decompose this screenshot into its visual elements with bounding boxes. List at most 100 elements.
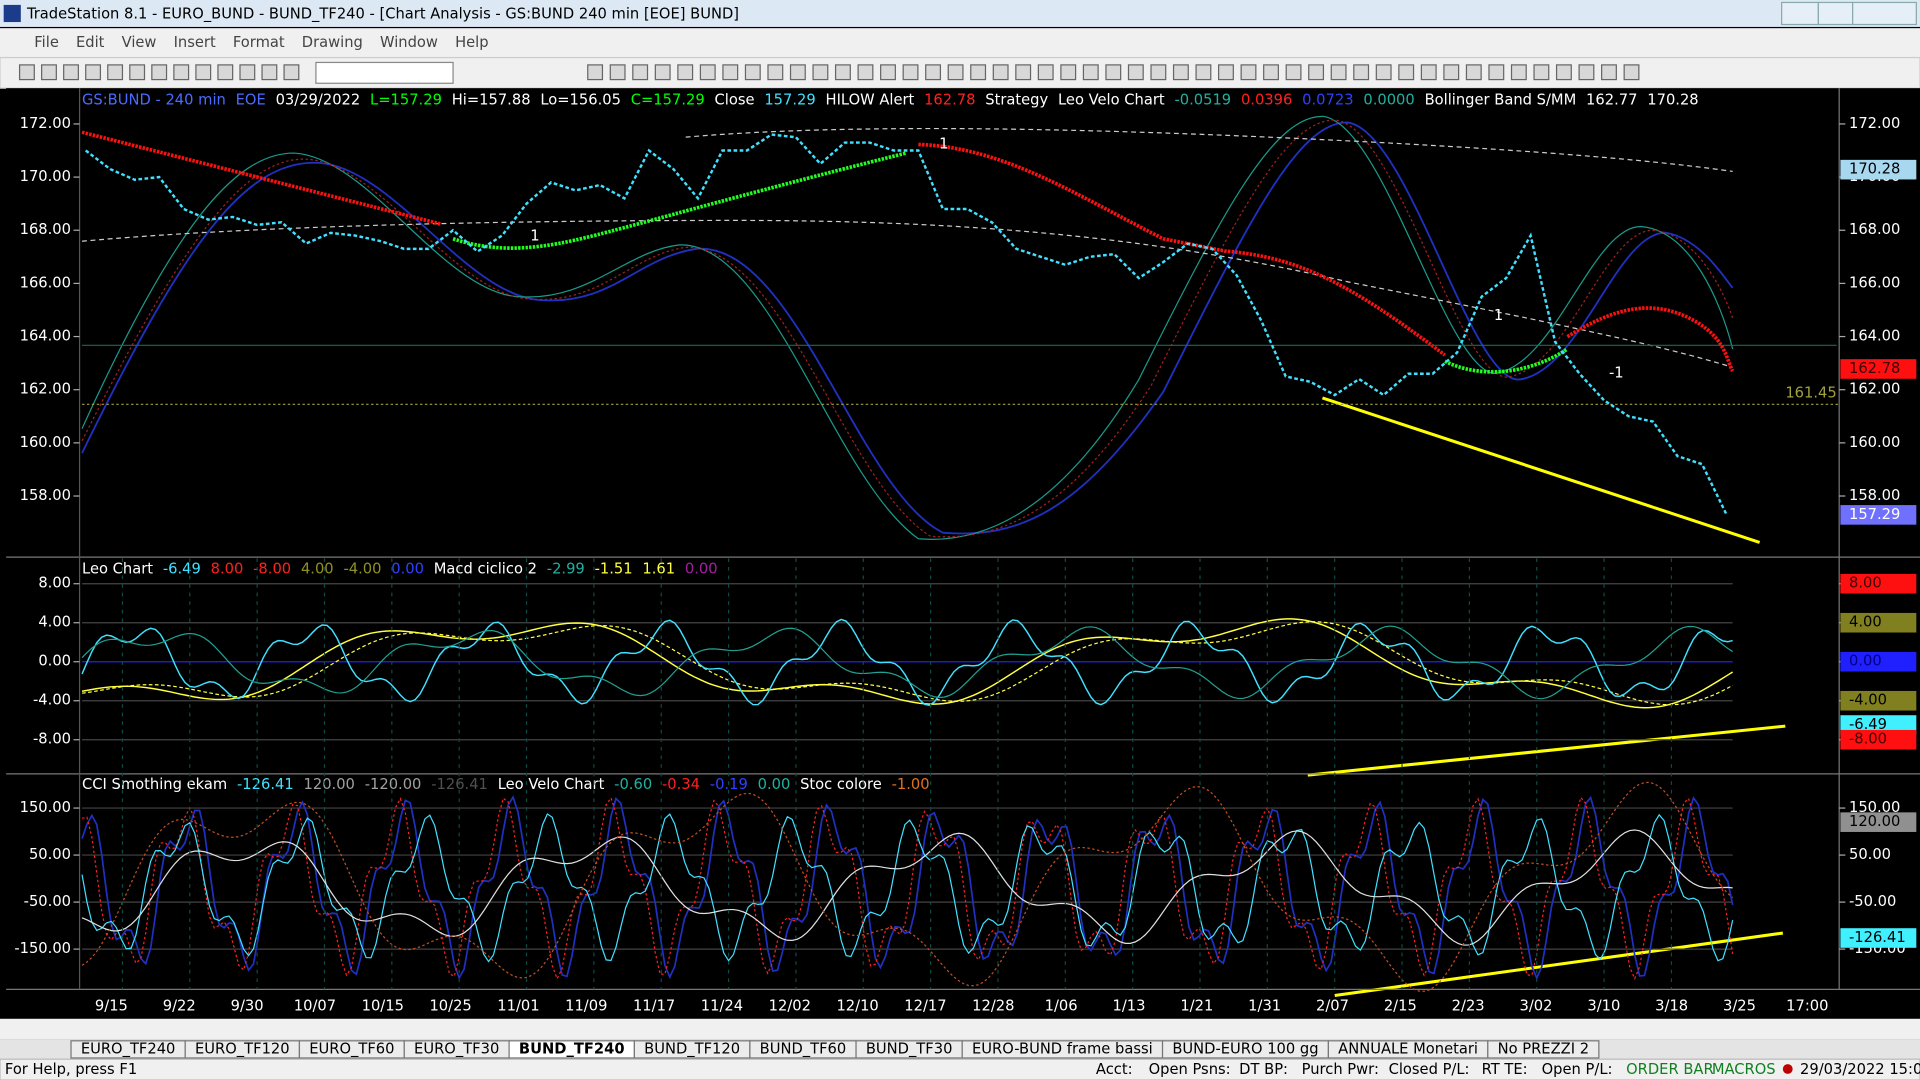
toolbar-icon[interactable] bbox=[632, 64, 649, 81]
panel-header: 0.00 bbox=[391, 560, 424, 577]
toolbar-icon[interactable] bbox=[283, 64, 300, 81]
toolbar-icon[interactable] bbox=[1285, 64, 1302, 81]
toolbar-icon[interactable] bbox=[173, 64, 190, 81]
toolbar-icon[interactable] bbox=[699, 64, 716, 81]
toolbar-icon[interactable] bbox=[1127, 64, 1144, 81]
y-tick-label: 150.00 bbox=[20, 799, 71, 816]
tab-label[interactable]: EURO_TF240 bbox=[81, 1040, 176, 1057]
toolbar-icon[interactable] bbox=[1082, 64, 1099, 81]
toolbar-icon[interactable] bbox=[587, 64, 604, 81]
toolbar-icon[interactable] bbox=[1510, 64, 1527, 81]
tab-label[interactable]: EURO_TF120 bbox=[195, 1040, 290, 1057]
trend-line[interactable] bbox=[1334, 931, 1784, 998]
toolbar-icon[interactable] bbox=[1623, 64, 1640, 81]
toolbar-icon[interactable] bbox=[654, 64, 671, 81]
toolbar-icon[interactable] bbox=[107, 64, 124, 81]
toolbar-icon[interactable] bbox=[767, 64, 784, 81]
toolbar-icon[interactable] bbox=[261, 64, 278, 81]
tab[interactable] bbox=[1487, 1040, 1600, 1059]
tab-label[interactable]: EURO-BUND frame bassi bbox=[972, 1040, 1153, 1057]
tab-label[interactable]: BUND_TF60 bbox=[760, 1040, 847, 1057]
toolbar-icon[interactable] bbox=[85, 64, 102, 81]
toolbar-icon[interactable] bbox=[1443, 64, 1460, 81]
menu-item[interactable]: Format bbox=[233, 34, 285, 51]
tab-label[interactable]: EURO_TF30 bbox=[414, 1040, 499, 1057]
toolbar-icon[interactable] bbox=[1060, 64, 1077, 81]
toolbar-icon[interactable] bbox=[812, 64, 829, 81]
toolbar-icon[interactable] bbox=[857, 64, 874, 81]
toolbar-icon[interactable] bbox=[1353, 64, 1370, 81]
trend-line[interactable] bbox=[1307, 724, 1786, 777]
toolbar-icon[interactable] bbox=[1218, 64, 1234, 81]
tab-label[interactable]: BUND_TF120 bbox=[644, 1040, 740, 1057]
tab-label[interactable]: EURO_TF60 bbox=[309, 1040, 394, 1057]
toolbar-icon[interactable] bbox=[1263, 64, 1279, 81]
toolbar-icon[interactable] bbox=[1375, 64, 1392, 81]
maximize-button[interactable] bbox=[1817, 1, 1854, 26]
toolbar-icon[interactable] bbox=[239, 64, 256, 81]
toolbar-icon[interactable] bbox=[1578, 64, 1595, 81]
toolbar-icon[interactable] bbox=[1488, 64, 1505, 81]
tab-label[interactable]: BUND-EURO 100 gg bbox=[1172, 1040, 1318, 1057]
toolbar-icon[interactable] bbox=[992, 64, 1009, 81]
toolbar-icon[interactable] bbox=[1172, 64, 1189, 81]
toolbar-icon[interactable] bbox=[1330, 64, 1347, 81]
toolbar-icon[interactable] bbox=[925, 64, 942, 81]
toolbar-icon[interactable] bbox=[722, 64, 739, 81]
toolbar-icon[interactable] bbox=[609, 64, 626, 81]
toolbar-icon[interactable] bbox=[1240, 64, 1257, 81]
panel-header: 120.00 bbox=[304, 776, 355, 793]
tab-label[interactable]: ANNUALE Monetari bbox=[1338, 1040, 1478, 1057]
menu-item[interactable]: Help bbox=[455, 34, 488, 51]
window-title: TradeStation 8.1 - EURO_BUND - BUND_TF24… bbox=[26, 6, 739, 23]
menu-item[interactable]: File bbox=[34, 34, 59, 51]
tab-label[interactable]: No PREZZI 2 bbox=[1498, 1040, 1589, 1057]
toolbar-icon[interactable] bbox=[1037, 64, 1054, 81]
toolbar-icon[interactable] bbox=[902, 64, 919, 81]
y-tick-label: 0.00 bbox=[38, 653, 71, 670]
menu-item[interactable]: View bbox=[122, 34, 157, 51]
toolbar-icon[interactable] bbox=[18, 64, 35, 81]
toolbar-icon[interactable] bbox=[789, 64, 806, 81]
menu-item[interactable]: Window bbox=[380, 34, 438, 51]
toolbar-icon[interactable] bbox=[1533, 64, 1550, 81]
toolbar-icon[interactable] bbox=[1015, 64, 1032, 81]
toolbar-icon[interactable] bbox=[1465, 64, 1482, 81]
trend-line[interactable] bbox=[1321, 396, 1761, 544]
toolbar-icon[interactable] bbox=[1308, 64, 1325, 81]
toolbar-icon[interactable] bbox=[1601, 64, 1617, 81]
toolbar-icon[interactable] bbox=[744, 64, 761, 81]
toolbar-icon[interactable] bbox=[1195, 64, 1212, 81]
menu-item[interactable]: Edit bbox=[76, 34, 105, 51]
toolbar-icon[interactable] bbox=[970, 64, 987, 81]
menu-item[interactable]: Drawing bbox=[302, 34, 363, 51]
y-tick-label: 162.00 bbox=[20, 381, 71, 398]
scrollbar[interactable] bbox=[0, 1018, 1920, 1040]
symbol-box[interactable] bbox=[315, 61, 454, 84]
signal-label: 1 bbox=[530, 227, 539, 244]
close-button[interactable] bbox=[1852, 1, 1917, 26]
toolbar-icon[interactable] bbox=[880, 64, 896, 81]
x-tick-label: 9/15 bbox=[95, 998, 128, 1015]
toolbar-icon[interactable] bbox=[947, 64, 964, 81]
menu-item[interactable]: Insert bbox=[174, 34, 216, 51]
toolbar-icon[interactable] bbox=[1105, 64, 1122, 81]
toolbar-icon[interactable] bbox=[151, 64, 168, 81]
toolbar-icon[interactable] bbox=[834, 64, 851, 81]
toolbar-icon[interactable] bbox=[1150, 64, 1167, 81]
toolbar-icon[interactable] bbox=[129, 64, 146, 81]
toolbar-icon[interactable] bbox=[1398, 64, 1415, 81]
toolbar-icon[interactable] bbox=[195, 64, 212, 81]
y-tick-label: 166.00 bbox=[1849, 274, 1900, 291]
tab-label[interactable]: BUND_TF240 bbox=[519, 1040, 625, 1057]
minimize-button[interactable] bbox=[1781, 1, 1819, 26]
value-marker-label: 157.29 bbox=[1849, 506, 1900, 523]
tab-label[interactable]: BUND_TF30 bbox=[866, 1040, 953, 1057]
toolbar-icon[interactable] bbox=[677, 64, 694, 81]
toolbar-icon[interactable] bbox=[1420, 64, 1437, 81]
y-tick-label: 8.00 bbox=[38, 575, 71, 592]
toolbar-icon[interactable] bbox=[1555, 64, 1572, 81]
toolbar-icon[interactable] bbox=[63, 64, 79, 81]
toolbar-icon[interactable] bbox=[41, 64, 57, 81]
toolbar-icon[interactable] bbox=[217, 64, 234, 81]
